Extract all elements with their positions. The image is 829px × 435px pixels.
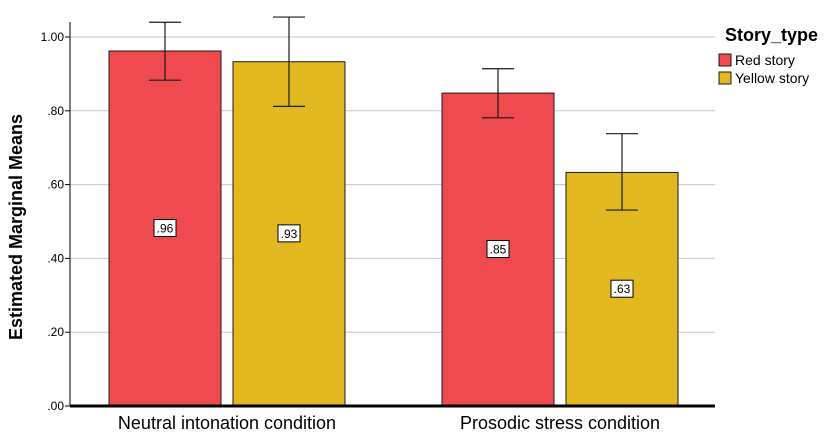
data-labels: .96 .85 .93 .63: [153, 219, 634, 298]
data-label: .96: [157, 222, 174, 236]
x-category-label: Neutral intonation condition: [118, 413, 336, 433]
data-label-box: [153, 219, 177, 238]
data-label-box: [277, 224, 301, 243]
data-label: .85: [490, 243, 507, 257]
axes: [69, 22, 715, 408]
legend-title: Story_type: [725, 25, 818, 45]
y-tick-label: .80: [47, 104, 64, 118]
error-bars: [149, 16, 638, 211]
x-category-labels: Neutral intonation condition Prosodic str…: [118, 413, 660, 433]
data-label: .93: [281, 227, 298, 241]
legend-label: Yellow story: [735, 70, 809, 86]
y-tick-label: .40: [47, 251, 64, 265]
y-tick-label: .60: [47, 178, 64, 192]
x-category-label: Prosodic stress condition: [460, 413, 660, 433]
data-label: .63: [614, 282, 631, 296]
legend-swatch: [718, 53, 732, 67]
y-tick-label: 1.00: [41, 30, 65, 44]
data-label-box: [486, 240, 510, 259]
y-tick-label: .20: [47, 325, 64, 339]
legend-label: Red story: [735, 52, 795, 68]
bars: [108, 50, 679, 407]
y-axis-label: Estimated Marginal Means: [6, 114, 26, 340]
y-ticks: .00 .20 .40 .60 .80 1.00: [41, 30, 70, 413]
y-tick-label: .00: [47, 399, 64, 413]
data-label-box: [610, 279, 634, 298]
legend-swatch: [718, 71, 732, 85]
legend: Story_type Red story Yellow story: [718, 25, 818, 86]
